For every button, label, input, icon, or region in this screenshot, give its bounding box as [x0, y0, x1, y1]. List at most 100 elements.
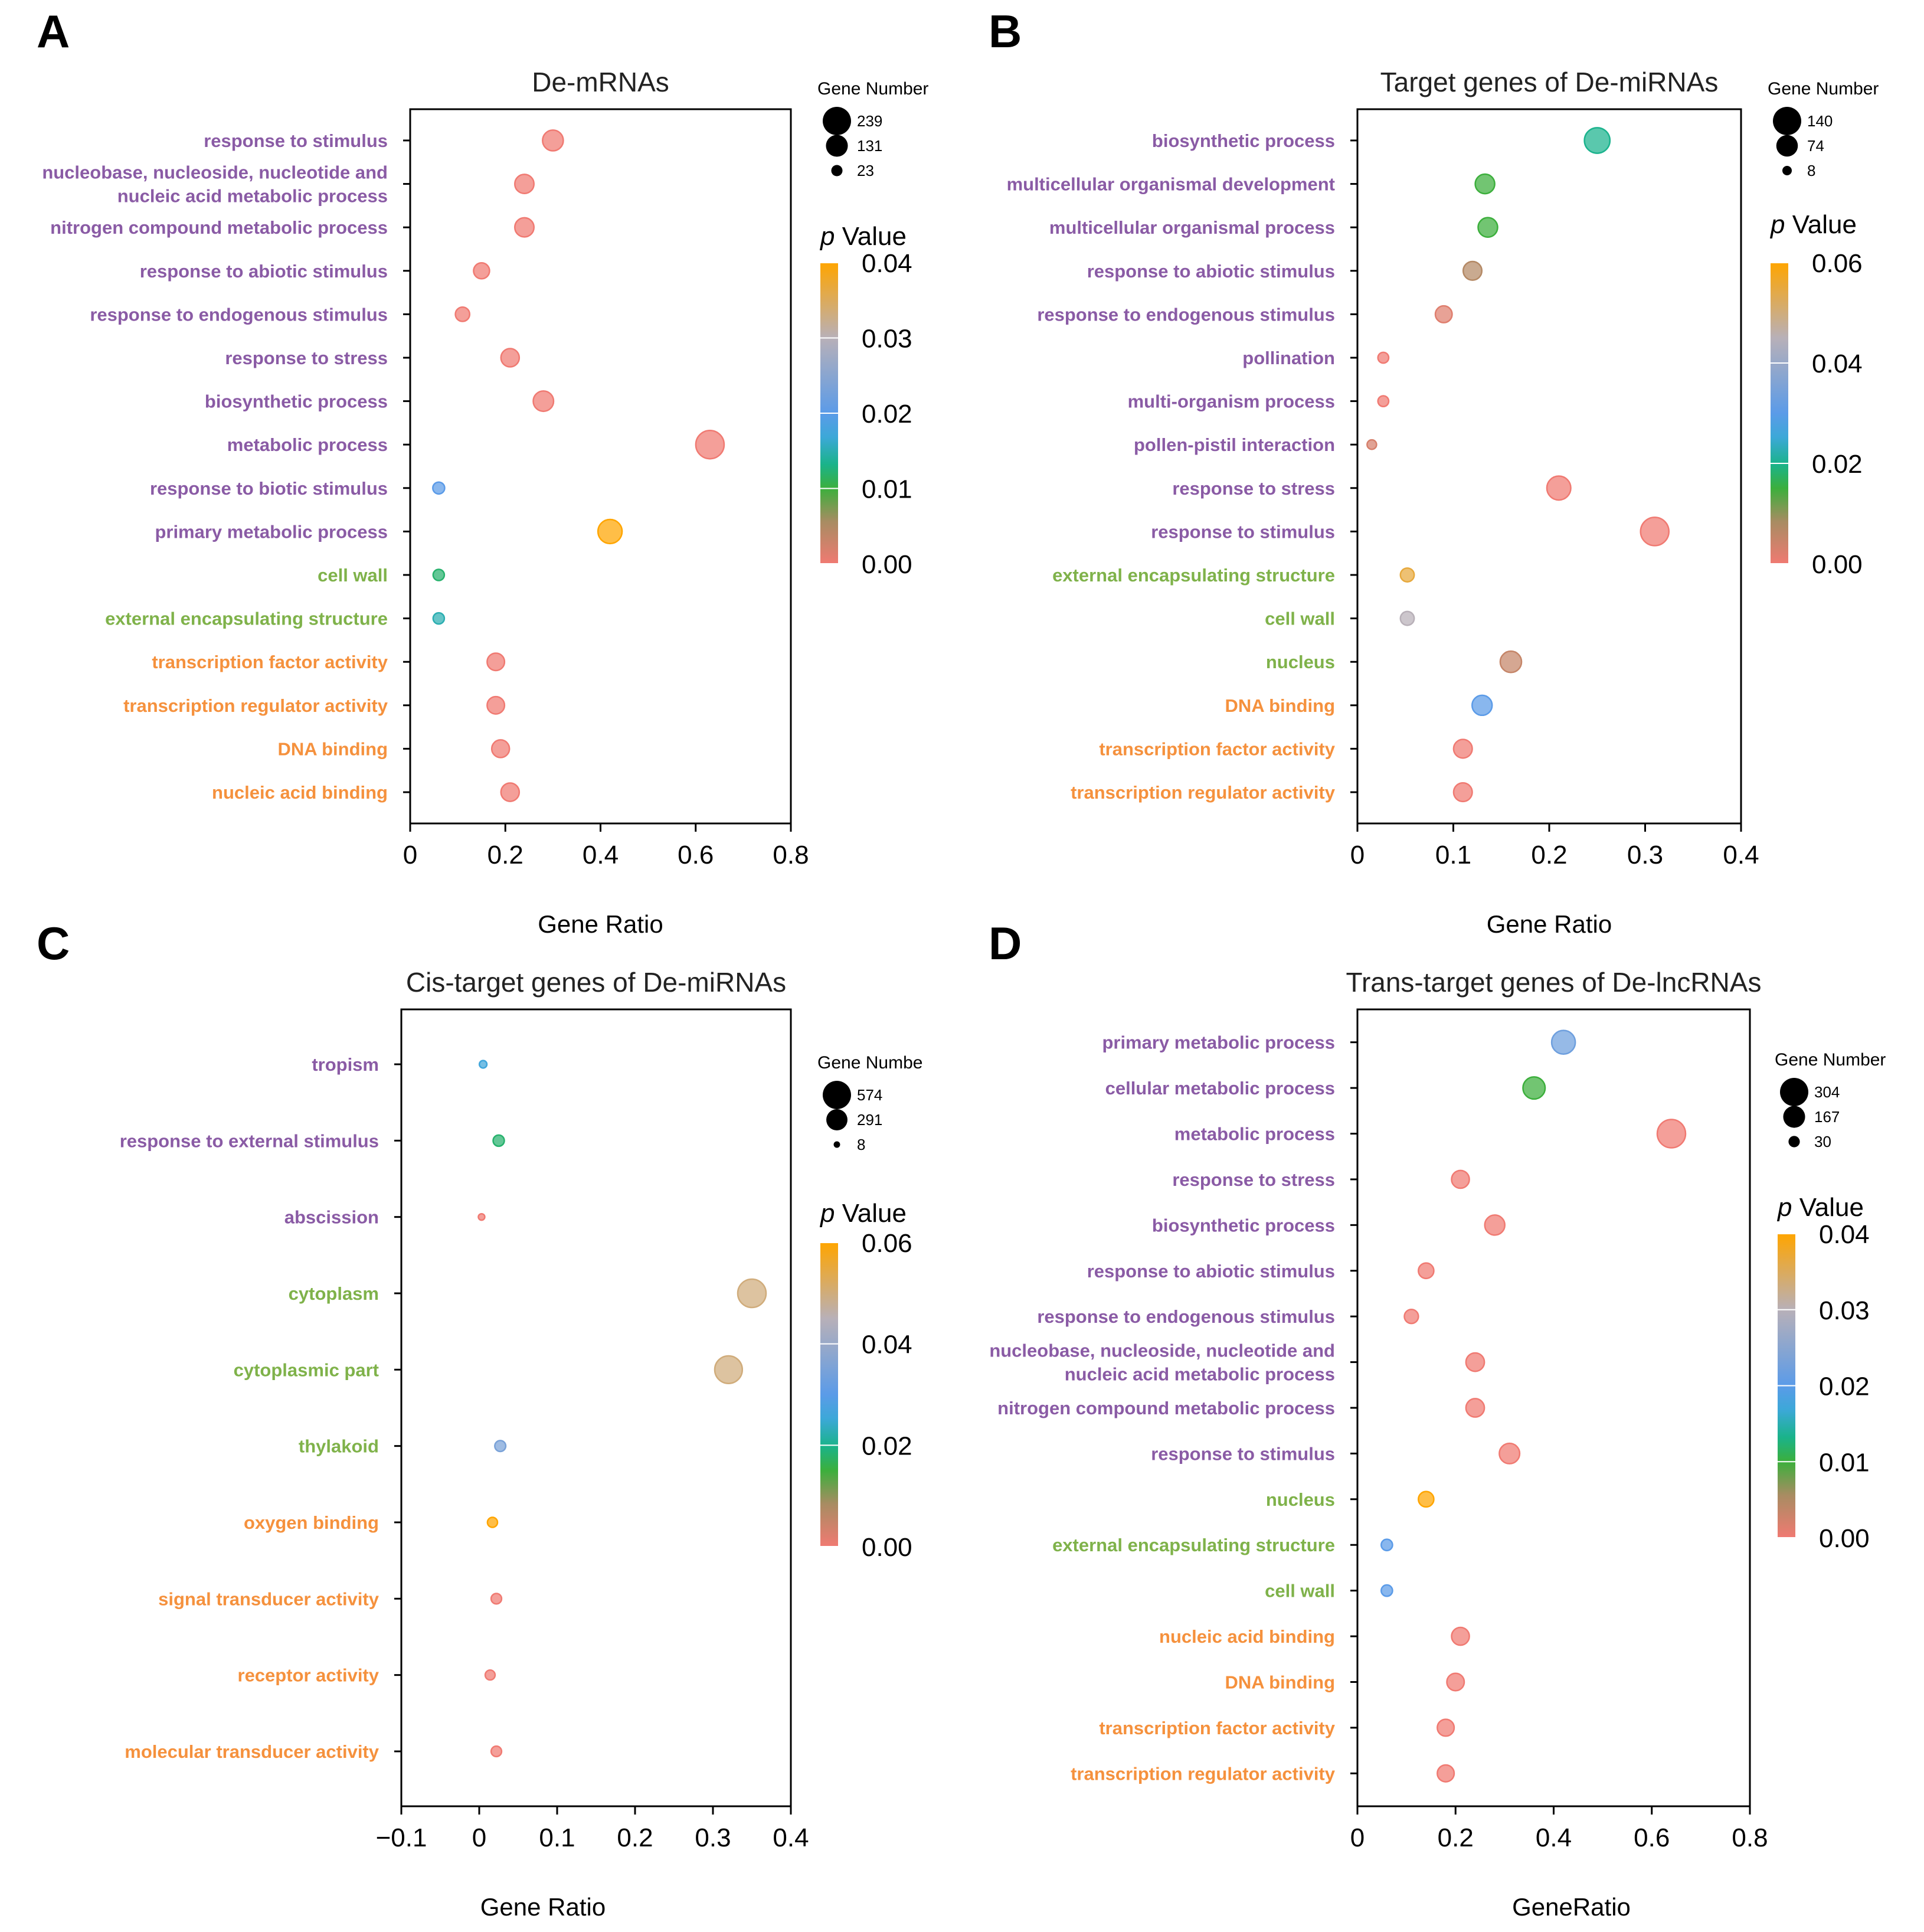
category-label: cytoplasm	[289, 1283, 379, 1304]
data-point	[1451, 1169, 1470, 1189]
data-point	[484, 1669, 496, 1681]
data-point	[490, 1593, 503, 1605]
size-legend-dot	[1788, 1136, 1800, 1148]
size-legend-dot	[1783, 1106, 1805, 1128]
data-point	[1377, 395, 1390, 407]
size-legend-value: 291	[857, 1111, 882, 1129]
category-label: metabolic process	[1174, 1124, 1335, 1145]
data-point	[478, 1060, 488, 1069]
category-label: cytoplasmic part	[234, 1359, 379, 1380]
data-point	[1403, 1308, 1419, 1325]
data-point	[486, 695, 506, 715]
data-point	[1546, 475, 1572, 501]
plot-frame	[1356, 108, 1742, 825]
category-label: response to stress	[225, 348, 388, 368]
category-label: external encapsulating structure	[1052, 1535, 1335, 1555]
category-label: response to endogenous stimulus	[90, 304, 388, 325]
size-legend-value: 8	[857, 1136, 865, 1153]
x-tick-label: 0.2	[487, 841, 523, 869]
panel-letter: C	[37, 917, 70, 969]
color-bar-label: 0.01	[862, 475, 912, 504]
data-point	[1399, 610, 1415, 626]
data-point	[597, 518, 623, 545]
size-legend-dot	[1782, 165, 1792, 176]
color-bar-label: 0.06	[862, 1229, 912, 1258]
data-point	[1640, 516, 1670, 547]
panel-letter: A	[37, 5, 70, 57]
category-label: cellular metabolic process	[1105, 1078, 1335, 1099]
color-bar-label: 0.04	[1819, 1220, 1870, 1249]
color-bar	[1771, 263, 1788, 564]
color-legend-title: p Value	[819, 1199, 907, 1228]
category-label: cell wall	[1265, 609, 1335, 629]
category-label: cell wall	[318, 565, 388, 586]
category-label: response to endogenous stimulus	[1037, 1306, 1335, 1327]
panel-b: B Target genes of De-miRNAs biosynthetic p…	[989, 5, 1879, 938]
size-legend-value: 74	[1807, 137, 1824, 155]
category-label: metabolic process	[227, 434, 388, 455]
category-label: pollen-pistil interaction	[1134, 434, 1335, 455]
color-bar-label: 0.04	[1812, 349, 1863, 378]
category-label: multicellular organismal development	[1007, 174, 1335, 195]
category-label: multicellular organismal process	[1049, 217, 1335, 238]
data-point	[492, 1134, 505, 1148]
data-point	[514, 217, 535, 238]
color-legend-title: p Value	[1769, 210, 1857, 239]
x-tick-label: 0.8	[1732, 1823, 1768, 1852]
category-label: DNA binding	[277, 738, 388, 759]
size-legend-title: Gene Number	[817, 79, 928, 99]
category-label: response to biotic stimulus	[150, 478, 388, 499]
category-label: response to abiotic stimulus	[1087, 261, 1335, 282]
data-point	[1471, 694, 1493, 717]
data-point	[1550, 1029, 1576, 1055]
data-point	[1380, 1584, 1393, 1597]
data-point	[1477, 217, 1498, 238]
category-label: primary metabolic process	[1102, 1032, 1335, 1053]
data-point	[1522, 1076, 1546, 1100]
x-tick-label: 0.2	[617, 1823, 653, 1852]
category-label: tropism	[312, 1054, 379, 1075]
data-point	[1452, 782, 1473, 803]
category-label: transcription regulator activity	[1071, 782, 1336, 803]
x-tick-label: 0.4	[583, 841, 619, 869]
color-bar-label: 0.03	[862, 325, 912, 354]
color-bar-label: 0.00	[862, 1533, 912, 1562]
data-point	[1380, 1538, 1393, 1552]
x-tick-label: 0.2	[1438, 1823, 1474, 1852]
category-label: external encapsulating structure	[1052, 565, 1335, 586]
category-label: transcription regulator activity	[123, 695, 388, 716]
color-bar-label: 0.06	[1812, 249, 1863, 278]
plot-frame	[1356, 1008, 1751, 1807]
category-label: multi-organism process	[1128, 391, 1335, 412]
category-label: biosynthetic process	[1152, 1215, 1335, 1235]
x-tick-label: 0	[472, 1823, 486, 1852]
data-point	[490, 739, 511, 759]
size-legend-dot	[1776, 135, 1798, 157]
chart-title: Trans-target genes of De-lncRNAs	[1346, 967, 1762, 998]
x-tick-label: 0.8	[773, 841, 809, 869]
category-label: thylakoid	[299, 1436, 379, 1457]
x-tick-label: 0	[1350, 841, 1365, 869]
category-label: molecular transducer activity	[125, 1741, 379, 1762]
category-label: primary metabolic process	[155, 521, 388, 542]
category-label: transcription regulator activity	[1071, 1763, 1336, 1784]
data-point	[1484, 1214, 1506, 1236]
plot-frame	[409, 108, 792, 825]
color-legend-title: p Value	[1776, 1193, 1864, 1222]
category-label: response to abiotic stimulus	[1087, 1261, 1335, 1282]
category-label: nitrogen compound metabolic process	[50, 217, 388, 238]
category-label: nucleic acid metabolic process	[117, 186, 388, 207]
data-point	[1399, 567, 1415, 583]
size-legend-dot	[823, 107, 851, 135]
data-point	[695, 429, 725, 460]
category-label: DNA binding	[1225, 1672, 1335, 1692]
category-label: external encapsulating structure	[105, 609, 388, 629]
size-legend-dot	[826, 1109, 848, 1130]
x-axis-title: Gene Ratio	[480, 1893, 606, 1921]
x-tick-label: 0.3	[1627, 841, 1663, 869]
plot-frame	[400, 1008, 792, 1807]
size-legend-value: 131	[857, 137, 882, 155]
color-legend-title: p Value	[819, 222, 907, 251]
color-bar-label: 0.00	[862, 550, 912, 579]
x-tick-label: 0.2	[1531, 841, 1567, 869]
